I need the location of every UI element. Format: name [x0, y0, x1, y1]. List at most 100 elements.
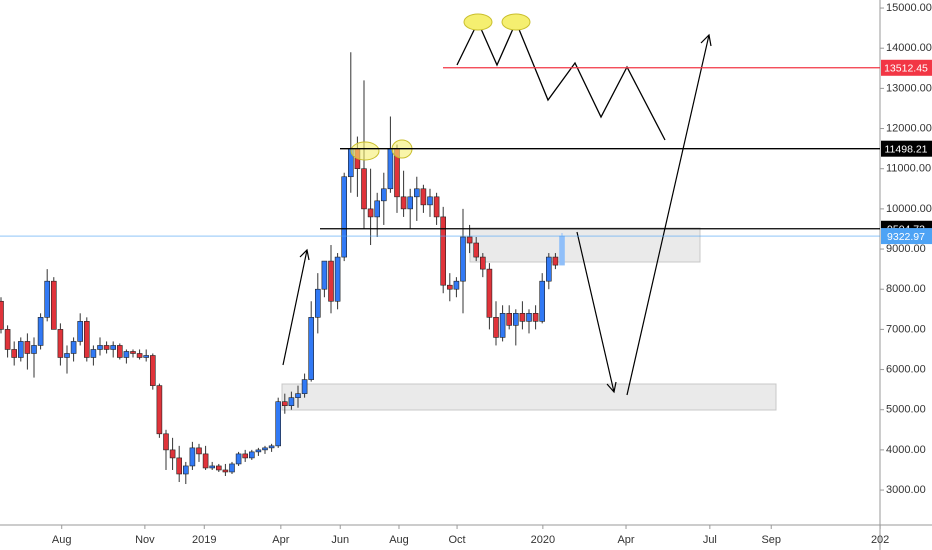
price-label-box — [881, 228, 932, 245]
candle-body — [288, 397, 295, 407]
candle-body — [123, 351, 130, 358]
candle-body — [44, 280, 50, 318]
highlight — [501, 13, 531, 31]
price-label: 11498.21 — [884, 143, 927, 155]
x-tick-label: Apr — [272, 534, 289, 546]
highlight — [350, 141, 380, 161]
candle-body — [519, 313, 526, 322]
x-tick-label: Jun — [331, 534, 349, 546]
candle-body — [50, 280, 57, 330]
x-tick-label: Oct — [448, 534, 465, 546]
candle-body — [301, 379, 308, 394]
candle-body — [24, 341, 31, 354]
candle-body — [116, 345, 123, 358]
candle-body — [182, 465, 189, 475]
arrow — [282, 248, 310, 366]
arrow — [626, 33, 712, 396]
y-tick-label: 11000.00 — [886, 163, 931, 175]
candle-body — [466, 236, 473, 244]
y-tick-label: 7000.00 — [886, 323, 926, 335]
candle-body — [400, 196, 407, 210]
candle-body — [31, 345, 37, 354]
candle-body — [539, 280, 546, 322]
highlight — [463, 13, 493, 31]
x-tick-label: Nov — [135, 534, 155, 546]
candle-body — [156, 385, 163, 435]
candle-body — [414, 188, 420, 198]
candle-body — [480, 256, 486, 270]
zigzag-projection — [456, 20, 666, 141]
candle-body — [380, 188, 387, 202]
candle-body — [460, 236, 466, 282]
candle-body — [526, 313, 532, 322]
y-tick-label: 14000.00 — [886, 42, 932, 54]
y-tick-label: 13000.00 — [886, 82, 932, 94]
candle-body — [235, 453, 242, 465]
highlights — [350, 139, 413, 161]
x-tick-label: Jul — [703, 534, 717, 546]
candle-body — [37, 317, 44, 346]
x-tick-label: Aug — [389, 534, 409, 546]
candle-body — [222, 469, 229, 473]
candle-body — [77, 321, 83, 342]
y-tick-label: 3000.00 — [886, 484, 926, 496]
y-tick-label: 4000.00 — [886, 444, 926, 456]
candle-body — [453, 280, 460, 290]
x-tick-label: Apr — [617, 534, 634, 546]
candle-body — [387, 148, 394, 190]
y-tick-label: 5000.00 — [886, 404, 926, 416]
candle-body — [163, 433, 169, 451]
candle-body — [196, 447, 202, 455]
drawings — [281, 13, 777, 411]
candle-body — [90, 349, 97, 358]
candle-body — [420, 188, 427, 206]
candle-body — [295, 393, 301, 398]
candle-body — [143, 355, 149, 358]
candle-body — [334, 256, 341, 302]
candle-body — [242, 453, 248, 459]
candle-body — [486, 268, 493, 318]
arrow — [576, 231, 617, 394]
candle-body — [433, 196, 440, 218]
candle-body — [4, 329, 11, 350]
candle-body — [447, 284, 453, 290]
price-label-box — [881, 140, 932, 157]
y-tick-label: 8000.00 — [886, 283, 926, 295]
candle-body — [506, 313, 513, 326]
x-tick-label: Sep — [761, 534, 781, 546]
y-tick-label: 6000.00 — [886, 363, 926, 375]
candle-body — [341, 176, 347, 258]
candle-body — [440, 216, 447, 286]
candle-body — [328, 260, 334, 302]
candle-body — [130, 351, 136, 354]
candle-body — [321, 260, 328, 290]
candle-body — [97, 345, 103, 350]
y-tick-label: 9000.00 — [886, 243, 926, 255]
candle-body — [275, 401, 281, 447]
candle-body — [176, 457, 182, 475]
candle-body — [532, 313, 539, 322]
candle-body — [57, 329, 64, 358]
y-tick-label: 10000.00 — [886, 203, 932, 215]
candle-body — [11, 349, 17, 358]
candle-body — [70, 341, 77, 354]
candle-body — [215, 465, 222, 471]
price-label: 13512.45 — [884, 63, 928, 75]
candle-body — [361, 168, 367, 210]
candle-body — [407, 196, 414, 210]
price-label: 9322.97 — [887, 231, 925, 243]
candle-body — [546, 256, 552, 282]
candle-body — [473, 242, 480, 258]
candle-body — [229, 463, 235, 473]
candle-body — [17, 341, 24, 358]
support-zone — [281, 383, 777, 411]
x-tick-label: 2020 — [531, 534, 555, 546]
candle-body — [493, 317, 499, 338]
candle-body — [262, 447, 268, 451]
candle-body — [268, 445, 275, 449]
candle-body — [149, 355, 156, 386]
candle-body — [559, 235, 565, 266]
resistance-zone — [469, 227, 701, 263]
candle-body — [110, 345, 116, 350]
candle-body — [209, 465, 215, 469]
